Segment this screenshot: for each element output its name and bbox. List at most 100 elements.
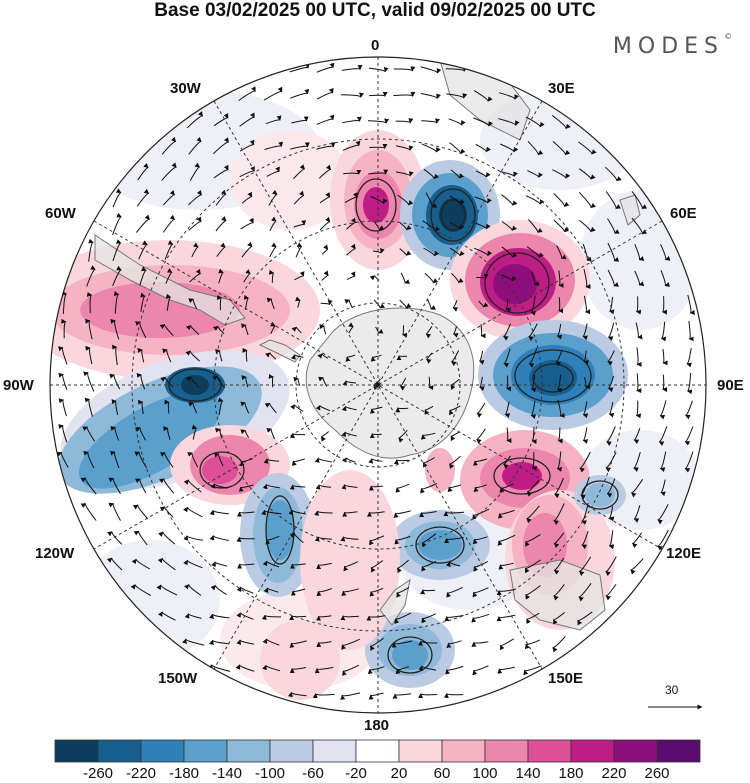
lon-label-90w: 90W [3,377,34,394]
wind-vector [112,188,122,208]
wind-vector [82,426,96,442]
wind-vector [452,325,459,338]
map-title: Base 03/02/2025 00 UTC, valid 09/02/2025… [154,0,596,21]
wind-vector [370,354,382,362]
wind-vector [182,638,205,646]
wind-vector [531,271,540,286]
reference-vector-label: 30 [665,683,679,697]
wind-vector [293,220,307,228]
wind-vector [106,557,123,571]
wind-vector [551,115,571,129]
wind-vector [425,192,438,208]
wind-vector [262,560,280,568]
wind-vector [183,559,203,569]
wind-vector [238,484,254,492]
wind-vector [448,118,466,126]
wind-vector [632,532,643,549]
colorbar-swatch [183,739,228,763]
wind-vector [58,424,68,443]
wind-vector [688,321,694,342]
wind-vector [657,504,669,525]
wind-vector [498,118,520,126]
wind-vector [212,325,225,335]
wind-vector [531,452,537,471]
wind-vector [605,556,617,577]
wind-vector [162,348,172,363]
wind-vector [216,242,226,257]
wind-vector [242,347,248,362]
wind-vector [662,349,668,366]
wind-vector [342,116,362,124]
wind-vector [393,459,410,465]
wind-vector [525,195,545,205]
colorbar-swatch [527,739,572,763]
lon-label-30w: 30W [170,80,201,97]
wind-vector [266,428,275,440]
wind-vector [368,169,389,175]
lon-label-0: 0 [371,37,380,54]
wind-vector [213,137,230,155]
wind-vector [315,404,331,412]
wind-vector [607,242,620,262]
wind-vector [262,638,280,646]
wind-vector [583,268,591,289]
wind-vector [369,143,388,149]
wind-vector [318,164,332,179]
graticule [50,57,706,713]
wind-vector [475,170,491,178]
wind-vector [368,458,383,464]
wind-vector [607,350,615,366]
wind-vector [209,509,229,516]
wind-vector [557,399,565,418]
wind-vector [424,405,434,415]
wind-vector [556,451,563,472]
wind-vector [294,271,305,281]
wind-vector [475,222,491,230]
wind-vector [584,376,591,389]
wind-vector [634,270,645,287]
wind-vector [290,432,306,439]
wind-vector [391,640,413,648]
wind-vector [213,452,224,467]
colorbar-swatch [484,739,529,763]
wind-vector [314,666,334,674]
wind-vector [418,693,438,699]
wind-vector [291,588,306,596]
wind-vector [367,118,390,124]
wind-vector [421,118,440,124]
wind-vector [556,323,563,340]
wind-vector [608,506,615,522]
wind-vector [209,639,230,646]
wind-vector [291,354,304,360]
wind-vector [241,375,249,388]
wind-vector [396,559,410,574]
wind-vector [393,510,411,518]
colorbar-swatch [312,739,357,763]
wind-vector [270,321,276,335]
colorbar-tick-label: 220 [601,765,627,782]
colorbar-swatch [656,739,701,763]
wind-vector [501,221,517,231]
wind-vector [553,193,570,207]
wind-vector [420,432,436,440]
wind-vector [343,561,358,572]
wind-vector [138,240,148,260]
wind-vector [290,404,304,412]
wind-vector [132,504,149,520]
colorbar-tick-label: -140 [211,765,243,782]
wind-vector [342,511,358,517]
wind-vector [505,298,511,313]
wind-vector [210,585,227,596]
wind-vector [191,424,198,440]
wind-vector [476,402,486,418]
wind-vector [556,245,567,260]
wind-vector [320,431,330,442]
wind-vector [553,219,570,233]
wind-vector [218,268,224,284]
wind-vector [684,451,694,473]
wind-vector [158,478,175,494]
wind-vector [499,171,518,177]
wind-vector [631,191,648,210]
wind-vector [582,323,588,341]
wind-vector [504,401,510,418]
